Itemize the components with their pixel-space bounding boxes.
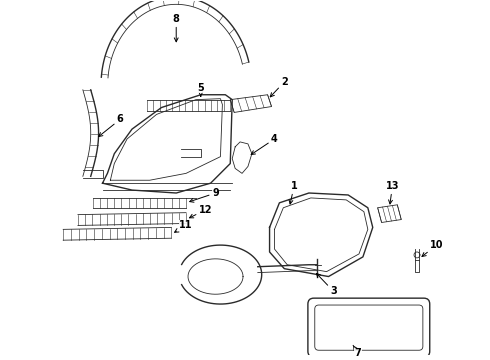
Text: 3: 3 [317,274,337,296]
Text: 1: 1 [289,181,297,204]
Text: 11: 11 [174,220,193,232]
Text: 7: 7 [353,345,362,358]
Text: 8: 8 [173,14,180,42]
Text: 9: 9 [190,188,219,202]
Text: 5: 5 [197,83,204,96]
Text: 12: 12 [190,205,213,218]
Text: 6: 6 [98,114,123,136]
Text: 10: 10 [422,240,443,256]
Text: 4: 4 [251,134,278,154]
Text: 13: 13 [386,181,399,204]
Text: 2: 2 [270,77,288,97]
